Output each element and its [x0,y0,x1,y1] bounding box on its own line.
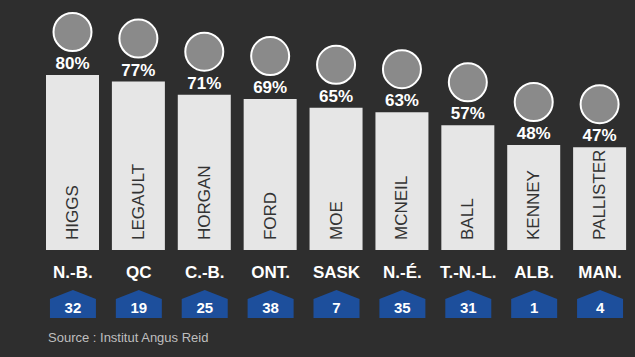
svg-text:4: 4 [596,299,605,316]
svg-text:77%: 77% [121,61,155,80]
svg-text:47%: 47% [583,126,617,145]
svg-text:PALLISTER: PALLISTER [590,150,609,240]
html-text:Source : Institut Angus Reid: Source : Institut Angus Reid [48,330,209,345]
svg-text:31: 31 [460,299,477,316]
svg-text:MOE: MOE [327,201,346,240]
svg-text:71%: 71% [187,74,221,93]
svg-text:HORGAN: HORGAN [195,165,214,240]
svg-text:C.-B.: C.-B. [185,263,225,282]
svg-text:N.-É.: N.-É. [383,263,422,282]
svg-text:MCNEIL: MCNEIL [392,176,411,240]
svg-text:SASK: SASK [313,263,361,282]
svg-text:80%: 80% [55,54,89,73]
svg-text:19: 19 [130,299,147,316]
svg-text:63%: 63% [385,91,419,110]
svg-text:MAN.: MAN. [578,263,621,282]
svg-text:LEGAULT: LEGAULT [129,164,148,240]
svg-text:KENNEY: KENNEY [524,170,543,240]
svg-text:35: 35 [394,299,411,316]
svg-text:48%: 48% [517,124,551,143]
svg-text:25: 25 [196,299,213,316]
svg-text:ALB.: ALB. [514,263,554,282]
svg-text:N.-B.: N.-B. [53,263,93,282]
svg-text:ONT.: ONT. [251,263,290,282]
svg-text:T.-N.-L.: T.-N.-L. [440,263,497,282]
svg-text:38: 38 [262,299,279,316]
svg-text:FORD: FORD [261,192,280,240]
svg-text:32: 32 [65,299,82,316]
svg-text:QC: QC [126,263,152,282]
svg-text:57%: 57% [451,104,485,123]
svg-text:65%: 65% [319,87,353,106]
svg-text:HIGGS: HIGGS [63,185,82,240]
svg-text:69%: 69% [253,78,287,97]
svg-text:1: 1 [530,299,538,316]
svg-text:7: 7 [332,299,340,316]
svg-text:BALL: BALL [458,198,477,240]
